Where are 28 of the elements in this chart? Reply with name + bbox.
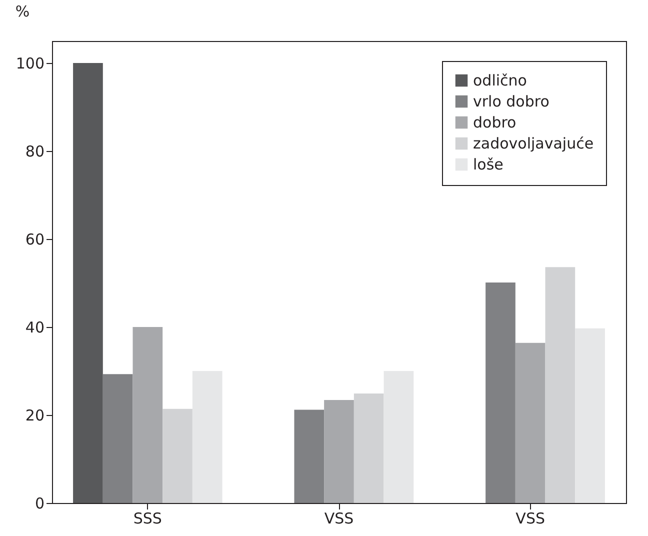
y-axis-title: % — [15, 2, 30, 20]
legend-label: zadovoljavajuće — [473, 134, 594, 152]
bar — [294, 410, 324, 503]
legend-label: vrlo dobro — [473, 92, 550, 110]
bar — [73, 63, 103, 503]
x-tick-label: VSS — [324, 510, 354, 528]
y-tick-label: 80 — [25, 142, 44, 160]
legend-label: dobro — [473, 114, 516, 132]
y-tick-label: 100 — [16, 54, 44, 72]
bar — [324, 400, 354, 503]
y-tick-label: 40 — [25, 318, 44, 336]
y-tick-label: 60 — [25, 230, 44, 248]
y-tick-label: 20 — [25, 406, 44, 424]
legend-label: odlično — [473, 72, 527, 90]
bar — [354, 393, 384, 503]
bar — [162, 408, 192, 503]
x-tick-label: VSS — [516, 510, 545, 528]
bar — [102, 374, 133, 503]
bar — [384, 371, 414, 503]
bar — [545, 267, 576, 503]
bar — [132, 327, 163, 503]
x-tick-label: SSS — [133, 510, 162, 528]
bar — [192, 371, 222, 503]
legend-label: loše — [473, 156, 504, 174]
bar — [575, 328, 605, 503]
bar — [515, 342, 546, 503]
bar — [486, 282, 516, 503]
y-tick-label: 0 — [34, 494, 44, 512]
